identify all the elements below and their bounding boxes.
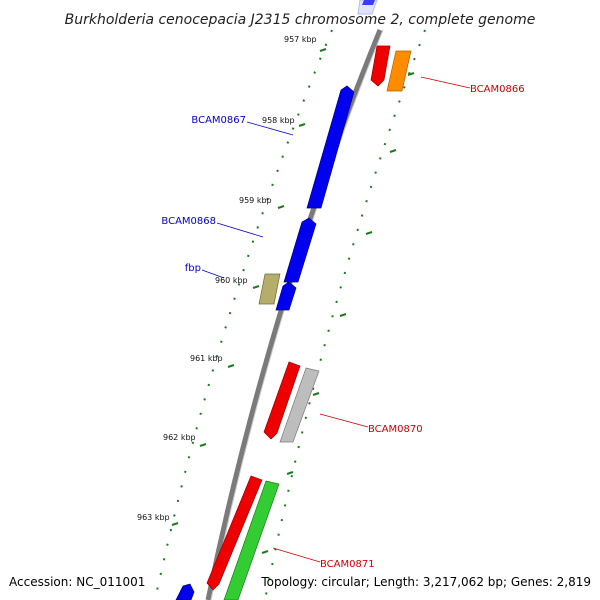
gene-bottom[interactable]: [175, 583, 195, 600]
label-bcam0866[interactable]: BCAM0866: [470, 84, 525, 95]
label-fbp[interactable]: fbp: [185, 263, 201, 274]
leader-bcam0871: [272, 547, 321, 563]
tick-959: [277, 205, 285, 209]
leader-fbp: [201, 269, 225, 279]
gene-bcam0871[interactable]: [223, 480, 280, 600]
gene-olive[interactable]: [258, 273, 281, 305]
leader-bcam0867: [246, 121, 294, 136]
leader-bcam0868: [216, 222, 264, 238]
gene-red-1[interactable]: [370, 45, 391, 87]
tick-957: [319, 48, 327, 52]
outer-tick-2: [389, 149, 397, 153]
gene-orange[interactable]: [386, 50, 412, 92]
gene-fbp[interactable]: [275, 281, 297, 311]
leader-bcam0870: [319, 413, 369, 428]
outer-tick-5: [312, 392, 320, 396]
tick-label-960: 960 kbp: [215, 276, 248, 285]
outer-tick-6: [286, 471, 294, 475]
tick-label-958: 958 kbp: [262, 116, 295, 125]
map-title: Burkholderia cenocepacia J2315 chromosom…: [65, 12, 536, 28]
leader-bcam0866: [420, 76, 471, 89]
scale-ticks: 957 kbp 958 kbp 959 kbp 960 kbp 961 kbp …: [137, 35, 415, 554]
gene-bcam0870[interactable]: [279, 367, 320, 443]
outer-tick-1: [407, 72, 415, 76]
outer-tick-4: [339, 313, 347, 317]
genome-summary-text: Topology: circular; Length: 3,217,062 bp…: [260, 575, 591, 589]
tick-963: [171, 522, 179, 526]
label-bcam0867[interactable]: BCAM0867: [191, 115, 246, 126]
tick-960: [252, 285, 260, 289]
tick-961: [227, 364, 235, 368]
gene-top-inner[interactable]: [362, 0, 375, 5]
gene-bcam0867[interactable]: [306, 85, 355, 209]
tick-label-963: 963 kbp: [137, 513, 170, 522]
tick-962: [199, 443, 207, 447]
tick-label-959: 959 kbp: [239, 196, 272, 205]
gene-labels: BCAM0866 BCAM0867 BCAM0868 fbp BCAM0870 …: [161, 76, 525, 570]
label-bcam0870[interactable]: BCAM0870: [368, 424, 423, 435]
gene-red-3[interactable]: [206, 475, 263, 591]
tick-label-961: 961 kbp: [190, 354, 223, 363]
tick-label-962: 962 kbp: [163, 433, 196, 442]
label-bcam0868[interactable]: BCAM0868: [161, 216, 216, 227]
gene-bcam0868[interactable]: [283, 217, 317, 283]
outer-tick-3: [365, 231, 373, 235]
label-bcam0871[interactable]: BCAM0871: [320, 559, 375, 570]
gene-features: [175, 45, 412, 600]
gene-red-2[interactable]: [263, 361, 301, 440]
accession-text: Accession: NC_011001: [9, 575, 145, 589]
tick-label-957: 957 kbp: [284, 35, 317, 44]
tick-958: [298, 123, 306, 127]
outer-tick-7: [261, 550, 269, 554]
